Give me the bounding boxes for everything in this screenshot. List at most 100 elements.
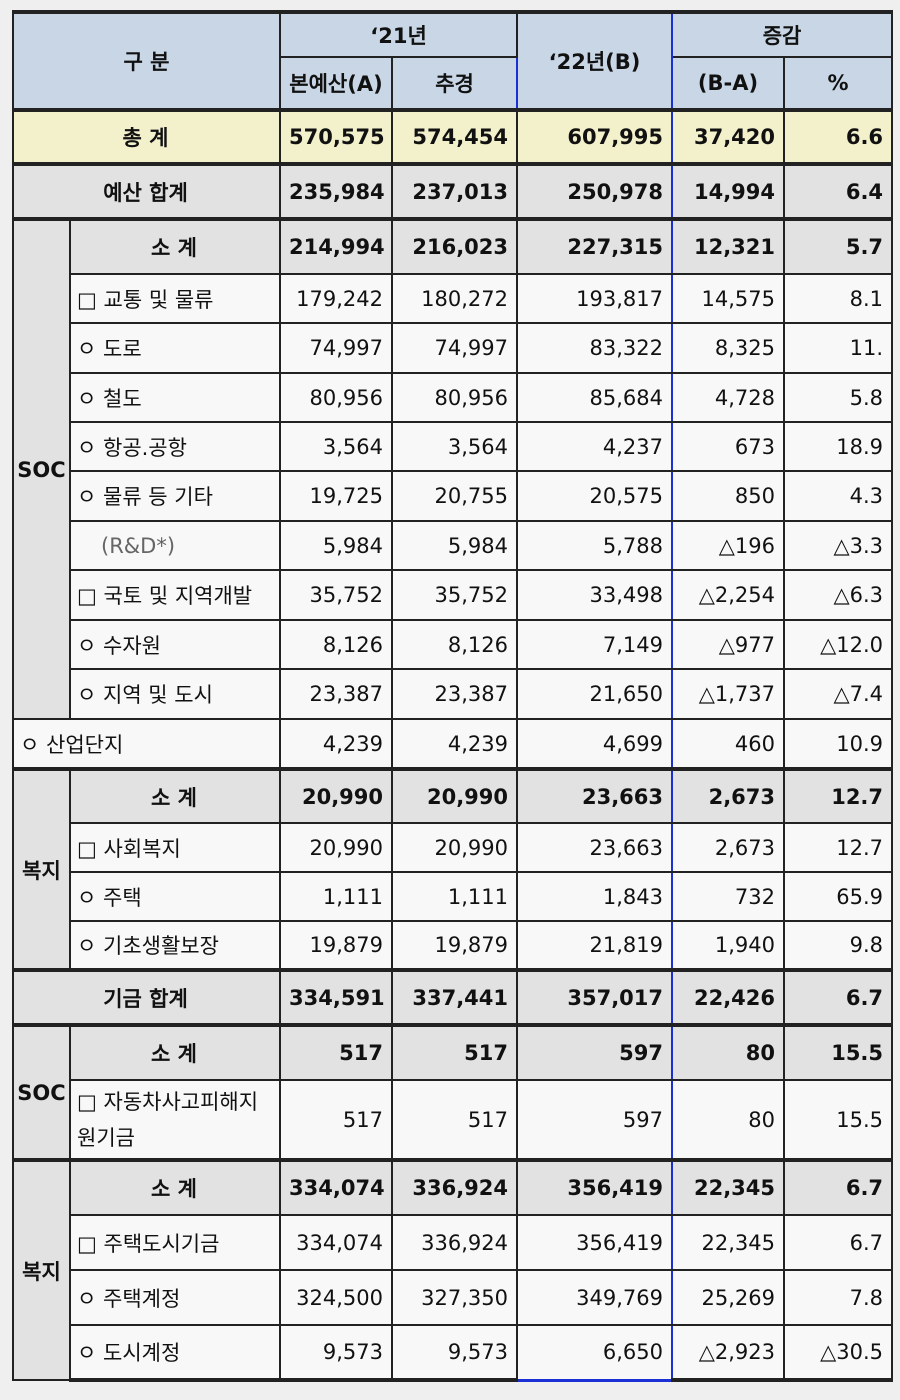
header-category: 구 분 <box>11 11 282 111</box>
header-diff: (B-A) <box>671 56 786 111</box>
budget-2022-cell: 1,843 <box>516 871 674 922</box>
budget-2022-cell: 33,498 <box>516 569 674 621</box>
main-budget-2021-cell: 74,997 <box>279 322 394 374</box>
supplementary-2021-cell: 327,350 <box>391 1269 519 1326</box>
main-budget-2021-cell: 5,984 <box>279 520 394 571</box>
table-row: (R&D*) 5,984 5,984 5,788 △196 △3.3 <box>13 520 894 571</box>
main-budget-2021-cell: 3,564 <box>279 421 394 472</box>
table-row: □ 국토 및 지역개발 35,752 35,752 33,498 △2,254 △6.3 <box>13 569 894 621</box>
change-amount-cell: 14,994 <box>671 162 786 220</box>
row-label: ㅇ 기초생활보장 <box>68 920 282 971</box>
group-label: 복지 <box>12 1158 71 1381</box>
row-label: □ 주택도시기금 <box>68 1214 282 1271</box>
budget-2022-cell: 6,650 <box>516 1324 674 1382</box>
budget-2022-cell: 357,017 <box>516 968 674 1026</box>
summary-row: 복지 소 계 334,074 336,924 356,419 22,345 6.7 <box>12 1158 894 1381</box>
header-2021: ‘21년 <box>279 11 519 58</box>
budget-2022-cell: 23,663 <box>516 767 674 824</box>
change-pct-cell: 65.9 <box>783 871 894 922</box>
group-label: SOC <box>12 1023 71 1161</box>
budget-2022-cell: 23,663 <box>516 822 674 873</box>
row-label: ㅇ 도시계정 <box>68 1324 282 1382</box>
table-row: ㅇ 항공.공항 3,564 3,564 4,237 673 18.9 <box>13 421 894 472</box>
row-label: ㅇ 물류 등 기타 <box>68 470 282 522</box>
main-budget-2021-cell: 334,591 <box>279 968 394 1026</box>
budget-2022-cell: 83,322 <box>516 322 674 374</box>
table-row: ㅇ 산업단지 4,239 4,239 4,699 460 10.9 <box>11 718 894 770</box>
table-row: ㅇ 철도 80,956 80,956 85,684 4,728 5.8 <box>13 372 894 423</box>
table-row: ㅇ 도시계정 9,573 9,573 6,650 △2,923 △30.5 <box>13 1324 894 1382</box>
supplementary-2021-cell: 23,387 <box>391 668 519 720</box>
table-row: □ 교통 및 물류 179,242 180,272 193,817 14,575 8.1 <box>13 273 894 324</box>
change-amount-cell: 460 <box>671 718 786 770</box>
main-budget-2021-cell: 334,074 <box>279 1158 394 1216</box>
main-budget-2021-cell: 20,990 <box>279 822 394 873</box>
change-amount-cell: 80 <box>671 1023 786 1081</box>
group-label: 복지 <box>12 767 71 971</box>
main-budget-2021-cell: 8,126 <box>279 619 394 670</box>
change-amount-cell: 732 <box>671 871 786 922</box>
row-label: 소 계 <box>68 217 282 275</box>
supplementary-2021-cell: 237,013 <box>391 162 519 220</box>
change-pct-cell: 11. <box>783 322 894 374</box>
change-pct-cell: 15.5 <box>783 1079 894 1161</box>
supplementary-2021-cell: 35,752 <box>391 569 519 621</box>
budget-2022-cell: 7,149 <box>516 619 674 670</box>
table-row: ㅇ 주택 1,111 1,111 1,843 732 65.9 <box>13 871 894 922</box>
change-amount-cell: 4,728 <box>671 372 786 423</box>
change-amount-cell: 80 <box>671 1079 786 1161</box>
row-label: ㅇ 수자원 <box>68 619 282 670</box>
supplementary-2021-cell: 574,454 <box>391 108 519 165</box>
main-budget-2021-cell: 570,575 <box>279 108 394 165</box>
budget-2022-cell: 21,650 <box>516 668 674 720</box>
change-pct-cell: 6.6 <box>783 108 894 165</box>
budget-2022-cell: 227,315 <box>516 217 674 275</box>
change-pct-cell: 18.9 <box>783 421 894 472</box>
change-amount-cell: 22,345 <box>671 1158 786 1216</box>
supplementary-2021-cell: 74,997 <box>391 322 519 374</box>
row-label: 총 계 <box>11 108 282 165</box>
change-amount-cell: 37,420 <box>671 108 786 165</box>
group-label: SOC <box>12 217 71 720</box>
supplementary-2021-cell: 9,573 <box>391 1324 519 1382</box>
row-label: ㅇ 지역 및 도시 <box>68 668 282 720</box>
main-budget-2021-cell: 517 <box>279 1023 394 1081</box>
supplementary-2021-cell: 20,990 <box>391 822 519 873</box>
budget-2022-cell: 250,978 <box>516 162 674 220</box>
change-amount-cell: 1,940 <box>671 920 786 971</box>
table-row: ㅇ 수자원 8,126 8,126 7,149 △977 △12.0 <box>13 619 894 670</box>
row-label: □ 사회복지 <box>68 822 282 873</box>
supplementary-2021-cell: 336,924 <box>391 1158 519 1216</box>
change-pct-cell: 6.7 <box>783 968 894 1026</box>
supplementary-2021-cell: 8,126 <box>391 619 519 670</box>
row-label: 소 계 <box>68 1158 282 1216</box>
change-pct-cell: 10.9 <box>783 718 894 770</box>
main-budget-2021-cell: 179,242 <box>279 273 394 324</box>
budget-2022-cell: 597 <box>516 1023 674 1081</box>
change-pct-cell: 12.7 <box>783 822 894 873</box>
supplementary-2021-cell: 517 <box>391 1079 519 1161</box>
budget-2022-cell: 4,237 <box>516 421 674 472</box>
main-budget-2021-cell: 334,074 <box>279 1214 394 1271</box>
change-pct-cell: 6.7 <box>783 1158 894 1216</box>
table-row: □ 사회복지 20,990 20,990 23,663 2,673 12.7 <box>13 822 894 873</box>
change-pct-cell: 15.5 <box>783 1023 894 1081</box>
row-label: 소 계 <box>68 767 282 824</box>
header-2022: ‘22년(B) <box>516 11 674 111</box>
supplementary-2021-cell: 4,239 <box>391 718 519 770</box>
change-pct-cell: 7.8 <box>783 1269 894 1326</box>
header-change: 증감 <box>671 11 894 58</box>
change-amount-cell: △2,923 <box>671 1324 786 1382</box>
row-label: 기금 합계 <box>11 968 282 1026</box>
budget-2022-cell: 356,419 <box>516 1214 674 1271</box>
budget-2022-cell: 21,819 <box>516 920 674 971</box>
change-amount-cell: △196 <box>671 520 786 571</box>
summary-row: 기금 합계 334,591 337,441 357,017 22,426 6.7 <box>11 968 894 1026</box>
main-budget-2021-cell: 235,984 <box>279 162 394 220</box>
supplementary-2021-cell: 180,272 <box>391 273 519 324</box>
summary-row: SOC 소 계 517 517 597 80 15.5 <box>12 1023 894 1161</box>
change-amount-cell: 8,325 <box>671 322 786 374</box>
change-pct-cell: 5.8 <box>783 372 894 423</box>
change-pct-cell: △3.3 <box>783 520 894 571</box>
table-row: ㅇ 주택계정 324,500 327,350 349,769 25,269 7.8 <box>13 1269 894 1326</box>
